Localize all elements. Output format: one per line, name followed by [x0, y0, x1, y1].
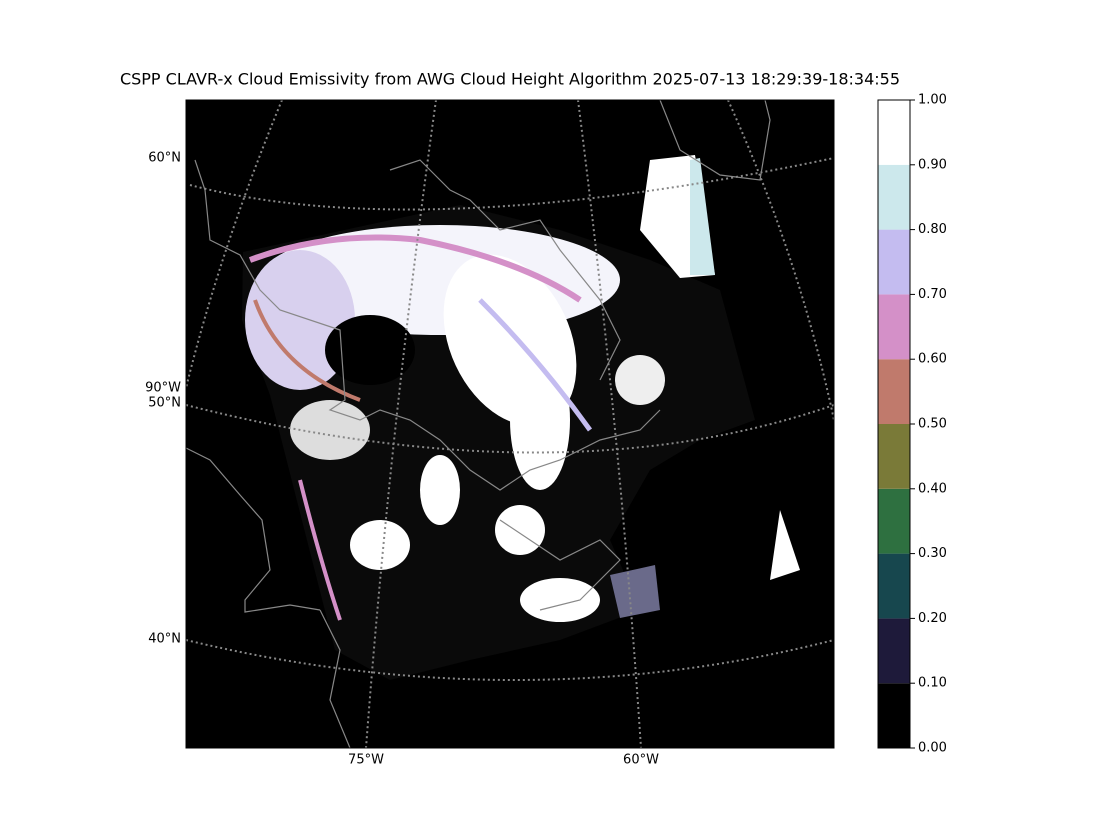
colorbar-segment	[878, 164, 910, 230]
colorbar-tick-label: 0.20	[918, 611, 947, 626]
lon-label: 75°W	[348, 753, 384, 768]
colorbar-segment	[878, 229, 910, 295]
graticule	[186, 100, 834, 748]
map-panel	[186, 100, 834, 748]
colorbar-segment	[878, 488, 910, 554]
colorbar-segment	[878, 683, 910, 748]
colorbar-tick-label: 0.30	[918, 546, 947, 561]
colorbar-tick-label: 0.90	[918, 157, 947, 172]
colorbar-segment	[878, 100, 910, 165]
colorbar-tick-label: 0.80	[918, 222, 947, 237]
colorbar-segment	[878, 618, 910, 684]
colorbar-tick-label: 1.00	[918, 93, 947, 108]
colorbar-tick-label: 0.50	[918, 417, 947, 432]
colorbar: 0.00 0.10 0.20 0.30 0.40 0.50 0.60 0.70 0.80 0.90…	[877, 93, 947, 756]
lon-label: 90°W	[145, 381, 181, 396]
colorbar-segment	[878, 294, 910, 360]
lat-label: 60°N	[148, 151, 181, 166]
colorbar-tick-label: 0.70	[918, 287, 947, 302]
colorbar-tick-label: 0.10	[918, 676, 947, 691]
lat-label: 50°N	[148, 396, 181, 411]
colorbar-segment	[878, 359, 910, 424]
colorbar-tick-label: 0.60	[918, 352, 947, 367]
colorbar-segment	[878, 424, 910, 489]
colorbar-tick-label: 0.00	[918, 741, 947, 756]
map-frame	[185, 99, 835, 749]
cloud-imagery	[242, 155, 800, 680]
lon-label: 60°W	[623, 753, 659, 768]
colorbar-segment	[878, 553, 910, 619]
title: CSPP CLAVR-x Cloud Emissivity from AWG C…	[120, 70, 900, 89]
coastlines	[186, 100, 771, 748]
lat-label: 40°N	[148, 632, 181, 647]
colorbar-tick-label: 0.40	[918, 481, 947, 496]
